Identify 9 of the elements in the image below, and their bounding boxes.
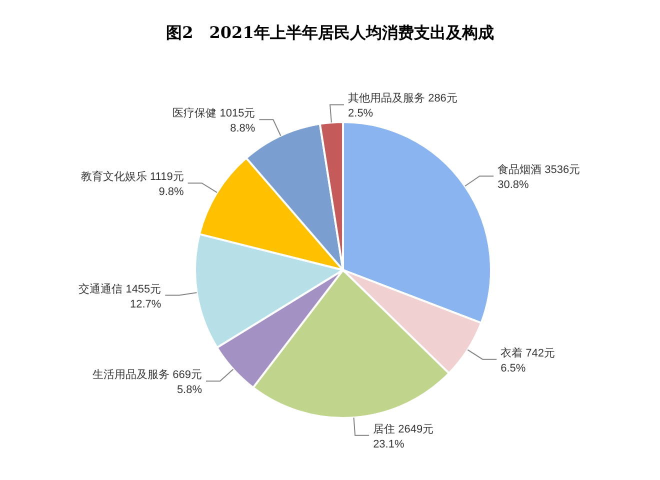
slice-label: 衣着 742元 6.5% bbox=[500, 346, 556, 374]
chart-title: 图2 2021年上半年居民人均消费支出及构成 bbox=[166, 23, 494, 42]
slice-label: 医疗保健 1015元 8.8% bbox=[172, 106, 256, 135]
slice-label: 交通通信 1455元 12.7% bbox=[78, 282, 162, 310]
slice-label: 食品烟酒 3536元 30.8% bbox=[498, 163, 580, 192]
slice-label: 生活用品及服务 669元 5.8% bbox=[92, 368, 202, 396]
slice-label: 居住 2649元 23.1% bbox=[373, 423, 434, 450]
slice-label: 其他用品及服务 286元 2.5% bbox=[348, 92, 458, 120]
slice-label: 教育文化娱乐 1119元 9.8% bbox=[80, 170, 184, 198]
